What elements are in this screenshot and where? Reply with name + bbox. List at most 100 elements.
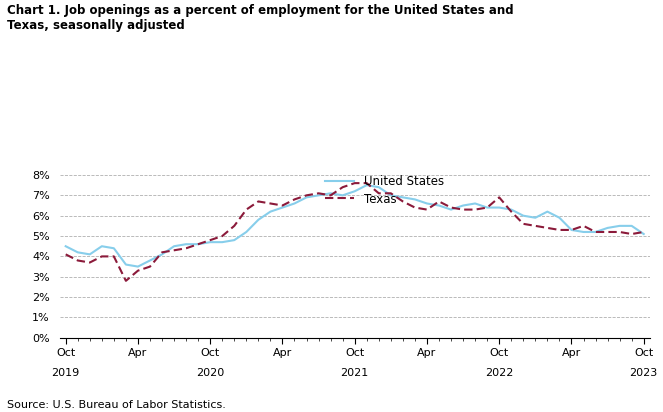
Texas [290, 197, 298, 202]
United States [243, 229, 251, 234]
Texas [315, 191, 323, 196]
United States [640, 232, 648, 236]
Texas [302, 193, 310, 198]
United States [255, 217, 263, 222]
Texas [423, 207, 431, 212]
United States [110, 246, 118, 251]
United States [62, 244, 70, 249]
United States [86, 252, 93, 257]
Texas [399, 199, 407, 204]
Texas [194, 242, 202, 247]
United States [302, 195, 310, 200]
Texas [387, 191, 394, 196]
United States [351, 189, 359, 194]
United States [230, 238, 238, 243]
Texas [591, 229, 599, 234]
Texas [483, 205, 491, 210]
Texas [363, 180, 371, 185]
Texas [267, 201, 274, 206]
United States [459, 203, 467, 208]
Texas [230, 223, 238, 228]
United States [519, 213, 527, 218]
Texas [628, 232, 636, 236]
Texas [351, 180, 359, 185]
Texas [495, 195, 503, 200]
United States [544, 209, 552, 214]
United States [363, 183, 371, 187]
United States [375, 185, 383, 190]
Texas [255, 199, 263, 204]
Texas [471, 207, 479, 212]
United States [399, 195, 407, 200]
Texas [278, 203, 286, 208]
Texas [375, 191, 383, 196]
United States [603, 225, 611, 230]
Texas [158, 250, 166, 255]
Texas [122, 279, 130, 283]
United States [531, 215, 539, 220]
Texas [411, 205, 419, 210]
Text: 2022: 2022 [485, 368, 513, 378]
United States [483, 205, 491, 210]
United States [447, 207, 455, 212]
Line: Texas: Texas [66, 183, 644, 281]
Legend: United States, Texas: United States, Texas [320, 171, 448, 211]
Texas [556, 227, 564, 232]
United States [194, 242, 202, 247]
United States [278, 205, 286, 210]
United States [556, 215, 564, 220]
United States [74, 250, 82, 255]
United States [435, 203, 443, 208]
Texas [98, 254, 106, 259]
United States [411, 197, 419, 202]
Line: United States: United States [66, 185, 644, 267]
Text: Chart 1. Job openings as a percent of employment for the United States and
Texas: Chart 1. Job openings as a percent of em… [7, 4, 513, 32]
United States [507, 207, 515, 212]
United States [98, 244, 106, 249]
United States [206, 240, 214, 245]
Texas [170, 248, 178, 253]
Text: 2023: 2023 [630, 368, 658, 378]
United States [267, 209, 274, 214]
United States [315, 193, 323, 198]
United States [146, 258, 154, 263]
Texas [603, 229, 611, 234]
Text: 2019: 2019 [52, 368, 80, 378]
Texas [507, 209, 515, 214]
Texas [74, 258, 82, 263]
United States [290, 201, 298, 206]
United States [423, 201, 431, 206]
United States [339, 193, 347, 198]
Texas [435, 199, 443, 204]
Texas [568, 227, 575, 232]
Texas [339, 185, 347, 190]
United States [471, 201, 479, 206]
Texas [146, 264, 154, 269]
United States [158, 252, 166, 257]
Texas [110, 254, 118, 259]
Text: 2020: 2020 [196, 368, 224, 378]
Texas [531, 223, 539, 228]
United States [616, 223, 624, 228]
Texas [182, 246, 190, 251]
United States [591, 229, 599, 234]
United States [218, 240, 226, 245]
United States [495, 205, 503, 210]
Texas [519, 221, 527, 226]
Texas [616, 229, 624, 234]
United States [327, 191, 335, 196]
Texas [86, 260, 93, 265]
Text: Source: U.S. Bureau of Labor Statistics.: Source: U.S. Bureau of Labor Statistics. [7, 400, 225, 410]
Text: 2021: 2021 [341, 368, 369, 378]
Texas [206, 238, 214, 243]
United States [170, 244, 178, 249]
Texas [447, 205, 455, 210]
United States [579, 229, 587, 234]
Texas [62, 252, 70, 257]
Texas [218, 234, 226, 239]
United States [387, 193, 394, 198]
Texas [459, 207, 467, 212]
United States [122, 262, 130, 267]
Texas [640, 229, 648, 234]
Texas [134, 268, 142, 273]
